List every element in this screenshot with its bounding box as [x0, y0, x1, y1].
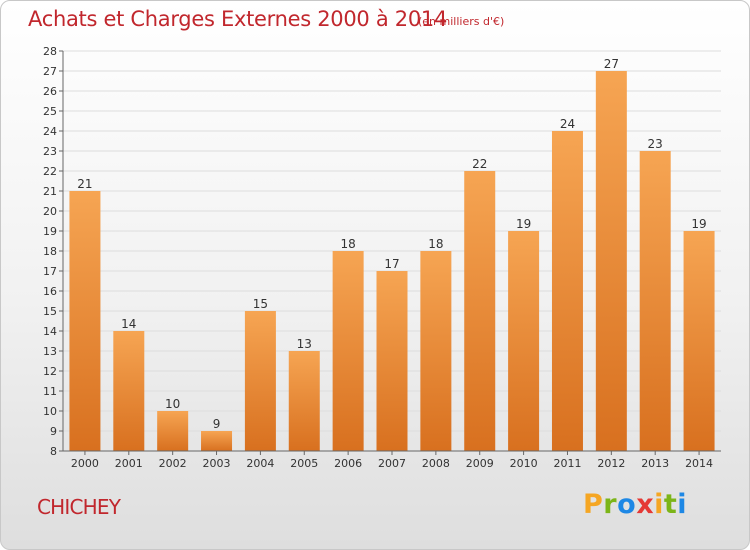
brand-letter: r [603, 489, 618, 520]
data-label-2001: 14 [121, 317, 136, 331]
bar-2011 [551, 131, 583, 451]
brand-letter: x [636, 489, 655, 520]
data-label-2007: 17 [384, 257, 399, 271]
data-label-2010: 19 [516, 217, 531, 231]
bar-2007 [376, 271, 408, 451]
x-tick-label-2001: 2001 [115, 457, 143, 470]
y-tick-label: 23 [43, 145, 57, 158]
brand-letter: o [617, 489, 637, 520]
data-label-2003: 9 [213, 417, 221, 431]
x-tick-label-2005: 2005 [290, 457, 318, 470]
axes: 8 9 10 11 12 13 14 15 16 17 18 19 20 21 22 23 24 25 26 27 28… [43, 45, 721, 470]
brand-letter: i [654, 489, 664, 520]
chart-subtitle: (en milliers d'€) [418, 15, 505, 28]
y-tick-label: 8 [50, 445, 57, 458]
data-label-2013: 23 [648, 137, 663, 151]
data-label-2014: 19 [691, 217, 706, 231]
x-tick-label-2010: 2010 [510, 457, 538, 470]
bar-2012 [595, 71, 627, 451]
y-tick-label: 17 [43, 265, 57, 278]
bar-2003 [201, 431, 233, 451]
y-tick-label: 15 [43, 305, 57, 318]
bars [69, 71, 715, 451]
data-label-2002: 10 [165, 397, 180, 411]
x-tick-label-2007: 2007 [378, 457, 406, 470]
y-tick-label: 16 [43, 285, 57, 298]
x-tick-label-2013: 2013 [641, 457, 669, 470]
bar-2008 [420, 251, 452, 451]
x-tick-label-2003: 2003 [203, 457, 231, 470]
x-tick-label-2004: 2004 [246, 457, 274, 470]
y-tick-label: 10 [43, 405, 57, 418]
brand-letter: P [583, 489, 604, 520]
bar-2000 [69, 191, 101, 451]
x-tick-label-2012: 2012 [597, 457, 625, 470]
bar-2014 [683, 231, 715, 451]
chart-title: Achats et Charges Externes 2000 à 2014 [28, 7, 448, 31]
y-tick-label: 14 [43, 325, 57, 338]
x-tick-label-2008: 2008 [422, 457, 450, 470]
bar-2005 [288, 351, 320, 451]
x-tick-label-2000: 2000 [71, 457, 99, 470]
data-labels: 21 14 10 9 15 13 18 17 18 22 19 24 27 23 19 [77, 57, 706, 431]
data-label-2012: 27 [604, 57, 619, 71]
y-tick-label: 22 [43, 165, 57, 178]
x-tick-label-2006: 2006 [334, 457, 362, 470]
y-tick-label: 26 [43, 85, 57, 98]
commune-name: CHICHEY [37, 495, 121, 519]
x-tick-label-2014: 2014 [685, 457, 713, 470]
data-label-2004: 15 [253, 297, 268, 311]
bar-2006 [332, 251, 364, 451]
y-tick-label: 9 [50, 425, 57, 438]
data-label-2000: 21 [77, 177, 92, 191]
brand-letter: t [663, 489, 678, 520]
brand-logo: Proxiti [583, 489, 687, 520]
x-tick-label-2002: 2002 [159, 457, 187, 470]
data-label-2008: 18 [428, 237, 443, 251]
bar-2010 [508, 231, 540, 451]
y-tick-label: 13 [43, 345, 57, 358]
bar-2004 [244, 311, 276, 451]
y-tick-label: 28 [43, 45, 57, 58]
y-tick-label: 20 [43, 205, 57, 218]
brand-letter: i [677, 489, 688, 520]
y-tick-label: 11 [43, 385, 57, 398]
x-tick-label-2011: 2011 [553, 457, 581, 470]
y-tick-label: 19 [43, 225, 57, 238]
data-label-2005: 13 [297, 337, 312, 351]
y-tick-label: 12 [43, 365, 57, 378]
bar-2009 [464, 171, 496, 451]
data-label-2006: 18 [340, 237, 355, 251]
data-label-2009: 22 [472, 157, 487, 171]
y-tick-label: 27 [43, 65, 57, 78]
data-label-2011: 24 [560, 117, 575, 131]
y-tick-label: 25 [43, 105, 57, 118]
y-tick-label: 24 [43, 125, 57, 138]
bar-2001 [113, 331, 145, 451]
bar-2013 [639, 151, 671, 451]
x-tick-label-2009: 2009 [466, 457, 494, 470]
y-tick-label: 18 [43, 245, 57, 258]
bar-2002 [157, 411, 189, 451]
y-tick-label: 21 [43, 185, 57, 198]
